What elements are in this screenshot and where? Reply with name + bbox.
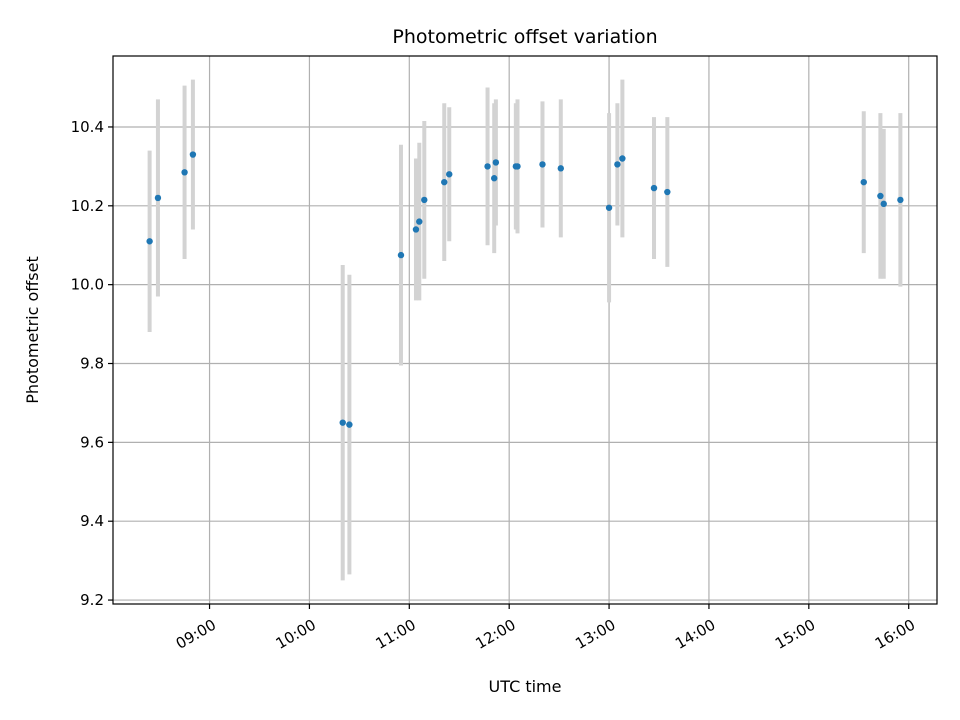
grid-lines	[113, 56, 937, 604]
data-point	[189, 151, 197, 158]
data-points	[146, 151, 904, 428]
x-axis-label: UTC time	[489, 677, 562, 696]
y-tick-label: 9.8	[80, 355, 104, 373]
y-tick-label: 9.4	[80, 512, 104, 530]
data-point	[416, 218, 423, 225]
data-point	[421, 196, 428, 204]
data-point	[346, 421, 353, 428]
data-point	[412, 226, 420, 233]
data-point	[446, 171, 453, 178]
plot-frame	[112, 55, 938, 605]
chart-title: Photometric offset variation	[392, 26, 657, 48]
y-axis-ticks: 9.2 9.4 9.6 9.8 10.0 10.2 10.4	[71, 118, 113, 609]
data-point	[339, 419, 346, 426]
data-point	[514, 163, 521, 170]
y-tick-label: 10.0	[71, 276, 104, 294]
data-point	[614, 161, 621, 168]
data-point	[441, 178, 448, 186]
data-point	[897, 196, 904, 204]
data-point	[664, 188, 671, 196]
data-point	[492, 159, 500, 166]
data-point	[860, 178, 867, 186]
data-point	[539, 161, 546, 168]
y-tick-label: 9.2	[80, 591, 104, 609]
data-point	[557, 165, 564, 172]
data-point	[154, 194, 162, 202]
data-point	[650, 184, 658, 192]
data-point	[181, 169, 188, 176]
data-point	[397, 251, 405, 259]
y-tick-label: 10.2	[71, 197, 104, 215]
y-tick-label: 9.6	[80, 433, 104, 451]
data-point	[146, 238, 153, 245]
y-tick-label: 10.4	[71, 118, 104, 136]
data-point	[484, 163, 491, 170]
data-point	[619, 155, 626, 162]
data-point	[491, 175, 498, 182]
data-point	[877, 192, 884, 200]
y-axis-label: Photometric offset	[23, 256, 42, 404]
data-point	[880, 200, 887, 208]
data-point	[605, 204, 613, 211]
